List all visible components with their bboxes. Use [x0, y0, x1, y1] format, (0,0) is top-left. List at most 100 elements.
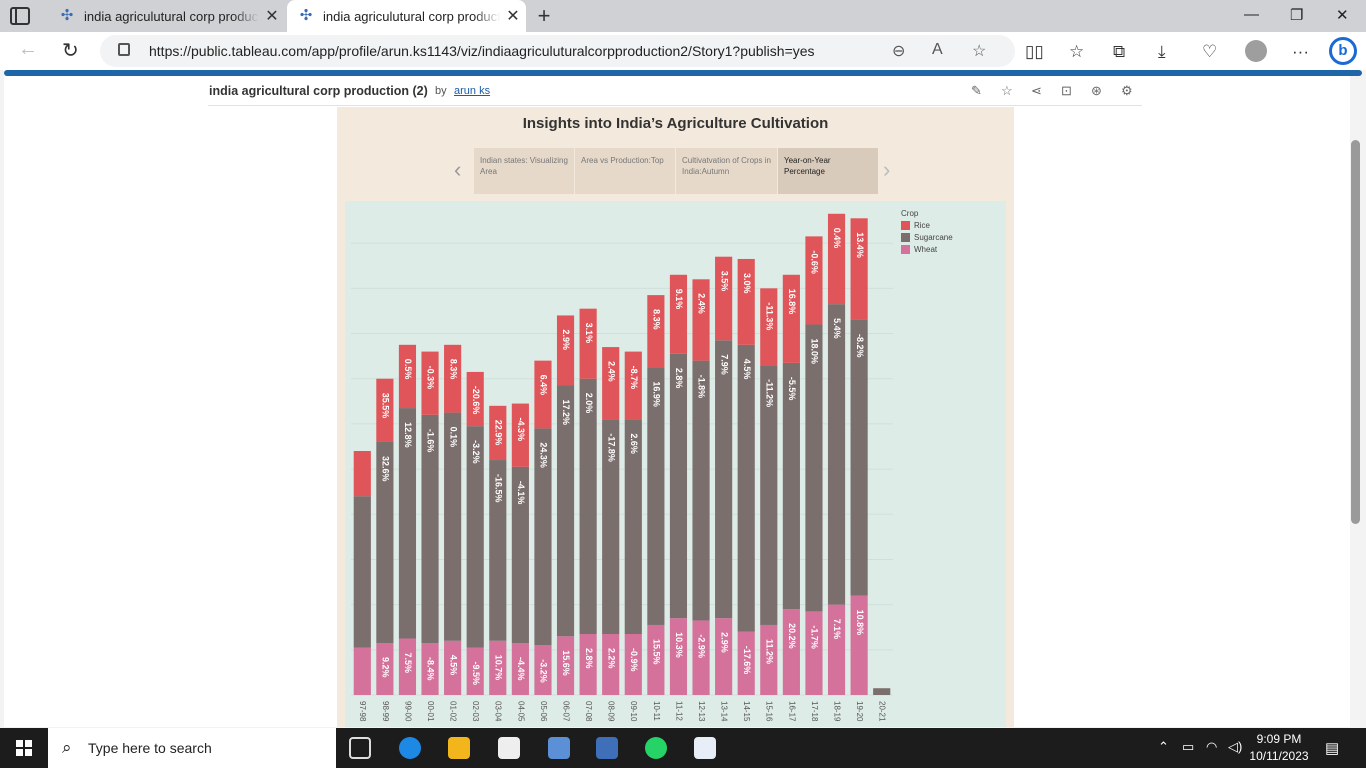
- bar-segment-sugarcane: [782, 362, 800, 610]
- settings-icon[interactable]: ⚙: [1121, 83, 1133, 98]
- story-prev-arrow-icon[interactable]: ‹: [454, 157, 462, 182]
- bar-segment-wheat: [421, 643, 439, 695]
- taskbar-clock[interactable]: 9:09 PM 10/11/2023: [1245, 731, 1313, 765]
- favorites-icon[interactable]: ☆: [1069, 42, 1085, 61]
- close-icon[interactable]: ✕: [506, 8, 520, 25]
- bar-segment-sugarcane: [556, 385, 575, 637]
- zoom-icon[interactable]: ⊖: [892, 43, 906, 60]
- bar-segment-sugarcane: [534, 428, 552, 646]
- favorite-star-icon[interactable]: ☆: [972, 43, 987, 60]
- browser-tab[interactable]: ✣ india agriculutural corp productio ✕: [48, 0, 285, 32]
- data-label: 15.5%: [652, 639, 662, 665]
- data-label: 20.2%: [787, 623, 797, 649]
- browser-tab-active[interactable]: ✣ india agriculutural corp productio ✕: [287, 0, 526, 32]
- file-explorer-icon[interactable]: [448, 737, 470, 759]
- tab-actions-icon[interactable]: [10, 7, 30, 25]
- collections-icon[interactable]: ⧉: [1113, 42, 1126, 61]
- more-menu-icon[interactable]: ···: [1292, 42, 1309, 61]
- data-label: 15.6%: [561, 650, 571, 676]
- downloads-icon[interactable]: ⤓: [1158, 42, 1166, 61]
- window-close-icon[interactable]: ✕: [1336, 7, 1349, 24]
- bar-segment-rice: [827, 213, 846, 305]
- x-tick-label: 14-15: [742, 701, 751, 722]
- performance-icon[interactable]: ♡: [1202, 42, 1218, 61]
- restore-icon[interactable]: ❐: [1290, 7, 1304, 24]
- bar-segment-rice: [737, 258, 755, 345]
- store-icon[interactable]: [498, 737, 520, 759]
- refresh-icon[interactable]: ↻: [62, 40, 79, 62]
- url-field[interactable]: https://public.tableau.com/app/profile/a…: [100, 35, 1015, 67]
- whatsapp-icon[interactable]: [645, 737, 667, 759]
- edit-icon[interactable]: ✎: [971, 83, 982, 98]
- bar-segment-rice: [715, 256, 733, 341]
- legend-item-rice[interactable]: Rice: [901, 221, 953, 230]
- stacked-bar-chart: 97-98 9.2% 32.6% 35.5% 98-99 7.5% 12.8% 0.5% 99-…: [351, 213, 893, 722]
- close-icon[interactable]: ✕: [265, 8, 279, 25]
- x-tick-label: 00-01: [426, 701, 435, 722]
- remote-desktop-icon[interactable]: [548, 737, 570, 759]
- bing-copilot-icon[interactable]: b: [1329, 37, 1357, 65]
- split-screen-icon[interactable]: ▯▯: [1025, 42, 1044, 61]
- story-point-cultivation-autumn[interactable]: Cultivatvation of Crops in India:Autumn: [676, 148, 777, 194]
- x-tick-label: 98-99: [381, 701, 390, 722]
- tab-title: india agriculutural corp productio: [84, 8, 259, 24]
- data-label: -3.2%: [539, 659, 549, 683]
- page-viewport: india agricultural corp production (2) b…: [4, 70, 1362, 727]
- bar-segment-sugarcane: [624, 419, 642, 634]
- minimize-icon[interactable]: —: [1244, 6, 1259, 23]
- wifi-icon[interactable]: ◠: [1206, 739, 1218, 754]
- clock-date: 10/11/2023: [1249, 749, 1309, 763]
- data-label: -20.6%: [471, 386, 481, 415]
- clock-time: 9:09 PM: [1256, 732, 1302, 746]
- legend-item-sugarcane[interactable]: Sugarcane: [901, 233, 953, 242]
- volume-icon[interactable]: ◁): [1228, 739, 1243, 754]
- bar-segment-wheat: [444, 640, 462, 695]
- data-label: 2.9%: [719, 632, 729, 653]
- x-tick-label: 04-05: [516, 701, 525, 722]
- tableau-app-icon[interactable]: [694, 737, 716, 759]
- url-text[interactable]: https://public.tableau.com/app/profile/a…: [149, 43, 815, 59]
- story-next-arrow-icon[interactable]: ›: [883, 157, 891, 182]
- data-label: 2.4%: [606, 361, 616, 382]
- metrics-icon[interactable]: ⊛: [1091, 83, 1102, 98]
- bar-segment-sugarcane: [827, 304, 846, 605]
- favorite-icon[interactable]: ☆: [1001, 83, 1013, 98]
- data-label: -0.6%: [810, 250, 820, 274]
- data-label: 16.9%: [652, 381, 662, 407]
- legend-item-wheat[interactable]: Wheat: [901, 245, 953, 254]
- task-view-icon[interactable]: [349, 737, 371, 759]
- story-point-area-vs-production[interactable]: Area vs Production:Top: [575, 148, 675, 194]
- control-panel-icon[interactable]: [596, 737, 618, 759]
- bar-segment-rice: [692, 279, 710, 361]
- bar-segment-rice: [353, 451, 371, 497]
- author-link[interactable]: arun ks: [454, 85, 491, 97]
- bar-segment-wheat: [579, 634, 597, 695]
- data-label: -3.2%: [471, 440, 481, 464]
- data-label: 2.2%: [606, 648, 616, 669]
- data-label: 3.1%: [584, 323, 594, 344]
- read-aloud-icon[interactable]: A: [932, 41, 943, 58]
- browser-tab-strip: ✣ india agriculutural corp productio ✕ ✣…: [0, 0, 1366, 32]
- taskbar-search-box[interactable]: ⌕ Type here to search: [48, 728, 336, 768]
- share-icon[interactable]: ⋖: [1031, 83, 1042, 98]
- story-point-yoy-percentage[interactable]: Year-on-Year Percentage: [778, 148, 878, 194]
- back-icon[interactable]: ←: [18, 38, 38, 60]
- edge-icon[interactable]: [399, 737, 421, 759]
- tray-chevron-icon[interactable]: ⌃: [1158, 739, 1169, 754]
- notifications-icon[interactable]: ▤: [1325, 740, 1340, 757]
- data-label: 32.6%: [381, 456, 391, 482]
- x-tick-label: 20-21: [878, 701, 887, 722]
- bar-segment-wheat: [376, 643, 394, 695]
- battery-icon[interactable]: ▭: [1182, 739, 1195, 754]
- scrollbar-thumb[interactable]: [1351, 140, 1360, 524]
- new-tab-button[interactable]: +: [537, 3, 551, 28]
- story-point-indian-states[interactable]: Indian states: Visualizing Area: [474, 148, 574, 194]
- data-label: -11.3%: [764, 302, 774, 330]
- download-icon[interactable]: ⊡: [1061, 83, 1072, 98]
- bar-segment-wheat: [827, 604, 846, 695]
- profile-avatar[interactable]: [1245, 40, 1267, 62]
- address-bar: ← ↻ https://public.tableau.com/app/profi…: [0, 32, 1366, 70]
- windows-start-icon[interactable]: [16, 740, 32, 756]
- bar-segment-rice: [624, 351, 642, 420]
- bar-segment-sugarcane: [376, 441, 394, 644]
